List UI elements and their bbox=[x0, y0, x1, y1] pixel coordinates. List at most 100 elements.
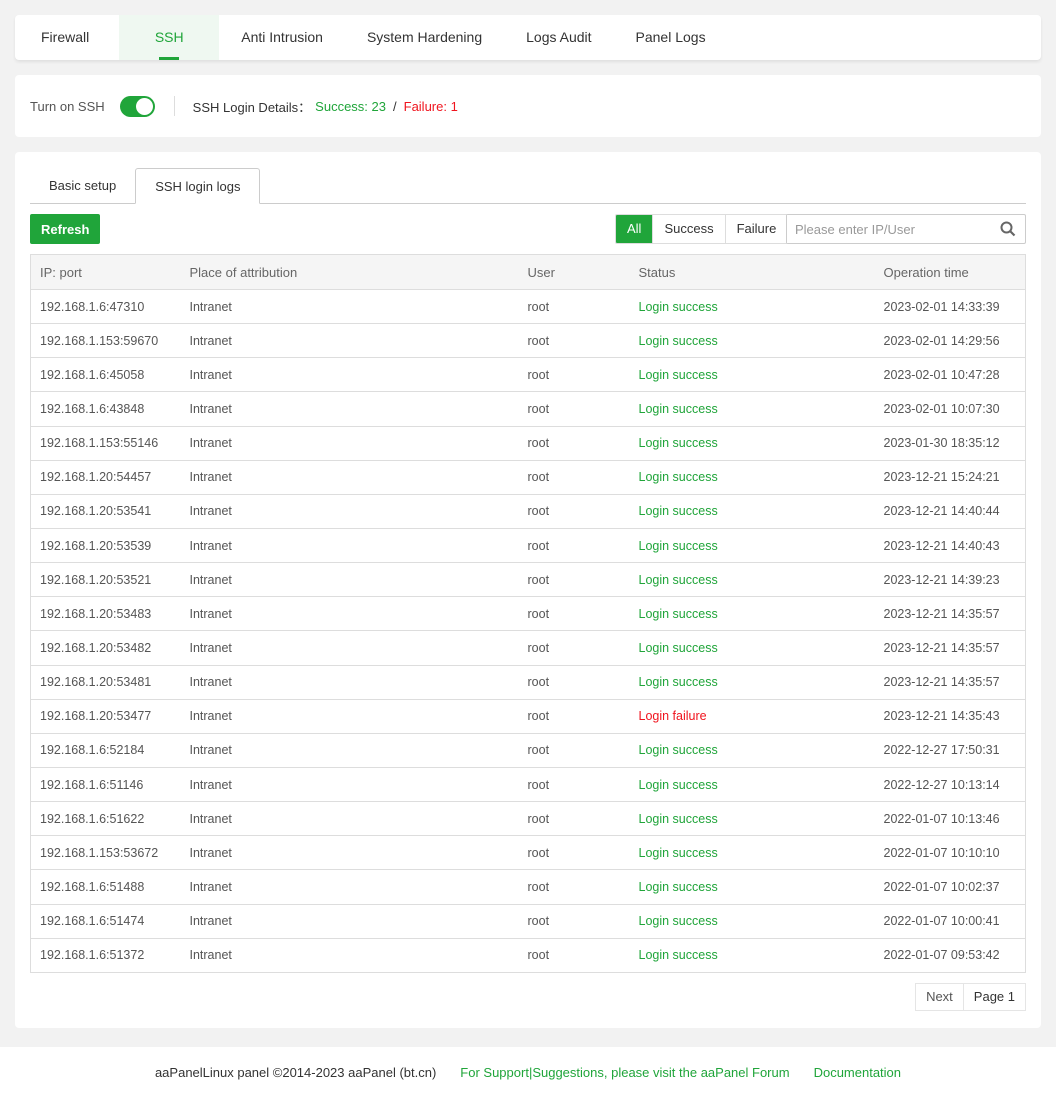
search-input[interactable] bbox=[787, 215, 987, 243]
cell-ip-port: 192.168.1.20:53539 bbox=[30, 528, 181, 564]
cell-ip-port: 192.168.1.20:54457 bbox=[30, 460, 181, 495]
cell-operation-time: 2023-12-21 14:39:23 bbox=[874, 562, 1026, 598]
cell-user: root bbox=[518, 357, 630, 393]
cell-user: root bbox=[518, 528, 630, 564]
cell-attribution: Intranet bbox=[180, 733, 519, 768]
copyright: aaPanelLinux panel ©2014-2023 aaPanel (b… bbox=[154, 1064, 437, 1080]
tab-logs-audit[interactable]: Logs Audit bbox=[526, 29, 592, 45]
table-row: 192.168.1.20:53481 Intranet root Login succ… bbox=[30, 665, 1026, 700]
divider bbox=[173, 96, 175, 116]
tab-system-hardening[interactable]: System Hardening bbox=[366, 29, 483, 45]
cell-user: root bbox=[518, 904, 630, 939]
cell-status: Login success bbox=[629, 323, 875, 359]
filter-failure[interactable]: Failure bbox=[724, 215, 788, 243]
cell-operation-time: 2023-12-21 14:35:57 bbox=[874, 665, 1026, 700]
cell-status: Login success bbox=[629, 904, 875, 939]
cell-ip-port: 192.168.1.20:53477 bbox=[30, 699, 181, 734]
cell-user: root bbox=[518, 289, 630, 325]
tab-anti-intrusion[interactable]: Anti Intrusion bbox=[241, 29, 323, 45]
cell-status: Login success bbox=[629, 801, 875, 837]
cell-status: Login success bbox=[629, 289, 875, 325]
cell-operation-time: 2022-01-07 10:10:10 bbox=[874, 835, 1026, 871]
search-icon[interactable] bbox=[1000, 221, 1016, 237]
cell-ip-port: 192.168.1.6:51622 bbox=[30, 801, 181, 837]
col-status: Status bbox=[629, 254, 875, 290]
col-ip-port: IP: port bbox=[30, 254, 181, 290]
cell-operation-time: 2023-12-21 14:40:43 bbox=[874, 528, 1026, 564]
table-row: 192.168.1.20:53521 Intranet root Login succ… bbox=[30, 562, 1026, 598]
next-page-button[interactable]: Next bbox=[926, 989, 953, 1004]
cell-ip-port: 192.168.1.6:47310 bbox=[30, 289, 181, 325]
cell-attribution: Intranet bbox=[180, 562, 519, 598]
table-row: 192.168.1.20:53483 Intranet root Login succ… bbox=[30, 596, 1026, 632]
tab-panel-logs[interactable]: Panel Logs bbox=[635, 29, 706, 45]
cell-operation-time: 2023-12-21 14:35:57 bbox=[874, 596, 1026, 632]
cell-user: root bbox=[518, 938, 630, 973]
cell-operation-time: 2023-12-21 15:24:21 bbox=[874, 460, 1026, 495]
cell-status: Login success bbox=[629, 494, 875, 529]
cell-attribution: Intranet bbox=[180, 323, 519, 359]
table-row: 192.168.1.6:51146 Intranet root Login succe… bbox=[30, 767, 1026, 803]
search-box bbox=[786, 214, 1026, 244]
cell-attribution: Intranet bbox=[180, 357, 519, 393]
table-row: 192.168.1.6:45058 Intranet root Login succe… bbox=[30, 357, 1026, 393]
cell-attribution: Intranet bbox=[180, 630, 519, 666]
col-attribution: Place of attribution bbox=[180, 254, 519, 290]
cell-attribution: Intranet bbox=[180, 494, 519, 529]
table-row: 192.168.1.153:53672 Intranet root Login suc… bbox=[30, 835, 1026, 871]
table-row: 192.168.1.20:54457 Intranet root Login succ… bbox=[30, 460, 1026, 495]
cell-operation-time: 2022-01-07 10:13:46 bbox=[874, 801, 1026, 837]
cell-operation-time: 2022-01-07 10:02:37 bbox=[874, 869, 1026, 905]
cell-attribution: Intranet bbox=[180, 938, 519, 973]
cell-attribution: Intranet bbox=[180, 835, 519, 871]
tab-ssh[interactable]: SSH bbox=[119, 15, 220, 60]
cell-ip-port: 192.168.1.20:53481 bbox=[30, 665, 181, 700]
cell-status: Login success bbox=[629, 630, 875, 666]
tab-firewall[interactable]: Firewall bbox=[41, 29, 90, 45]
cell-ip-port: 192.168.1.6:51474 bbox=[30, 904, 181, 939]
footer: aaPanelLinux panel ©2014-2023 aaPanel (b… bbox=[0, 1047, 1056, 1097]
cell-operation-time: 2022-12-27 17:50:31 bbox=[874, 733, 1026, 768]
cell-attribution: Intranet bbox=[180, 767, 519, 803]
refresh-button[interactable]: Refresh bbox=[30, 214, 101, 244]
ssh-status-bar: Turn on SSH SSH Login Details： Success: … bbox=[15, 75, 1041, 137]
cell-operation-time: 2023-12-21 14:35:57 bbox=[874, 630, 1026, 666]
cell-ip-port: 192.168.1.6:51488 bbox=[30, 869, 181, 905]
login-details-label: SSH Login Details： bbox=[192, 99, 312, 115]
cell-user: root bbox=[518, 801, 630, 837]
cell-attribution: Intranet bbox=[180, 801, 519, 837]
filter-all[interactable]: All bbox=[616, 215, 653, 243]
documentation-link[interactable]: Documentation bbox=[813, 1064, 902, 1080]
cell-ip-port: 192.168.1.20:53521 bbox=[30, 562, 181, 598]
table-row: 192.168.1.153:59670 Intranet root Login suc… bbox=[30, 323, 1026, 359]
cell-operation-time: 2023-02-01 14:29:56 bbox=[874, 323, 1026, 359]
cell-attribution: Intranet bbox=[180, 460, 519, 495]
cell-status: Login success bbox=[629, 733, 875, 768]
table-row: 192.168.1.6:51488 Intranet root Login succe… bbox=[30, 869, 1026, 905]
filter-success[interactable]: Success bbox=[652, 215, 724, 243]
cell-user: root bbox=[518, 323, 630, 359]
table-row: 192.168.1.20:53482 Intranet root Login succ… bbox=[30, 630, 1026, 666]
cell-attribution: Intranet bbox=[180, 289, 519, 325]
support-link[interactable]: For Support|Suggestions, please visit th… bbox=[460, 1064, 790, 1080]
cell-ip-port: 192.168.1.153:55146 bbox=[30, 426, 181, 461]
cell-operation-time: 2023-02-01 14:33:39 bbox=[874, 289, 1026, 325]
table-row: 192.168.1.20:53541 Intranet root Login succ… bbox=[30, 494, 1026, 529]
cell-ip-port: 192.168.1.153:59670 bbox=[30, 323, 181, 359]
ssh-toggle[interactable] bbox=[119, 95, 155, 117]
subtab-ssh-login-logs[interactable]: SSH login logs bbox=[135, 168, 261, 204]
cell-ip-port: 192.168.1.6:43848 bbox=[30, 391, 181, 427]
subtab-basic-setup[interactable]: Basic setup bbox=[49, 178, 117, 193]
cell-user: root bbox=[518, 767, 630, 803]
cell-operation-time: 2023-12-21 14:35:43 bbox=[874, 699, 1026, 734]
top-nav: Firewall SSH Anti Intrusion System Harde… bbox=[15, 15, 1041, 60]
sub-tabs: Basic setup SSH login logs bbox=[30, 168, 1026, 204]
current-page: Page 1 bbox=[962, 984, 1025, 1010]
cell-user: root bbox=[518, 835, 630, 871]
table-row: 192.168.1.6:51622 Intranet root Login succe… bbox=[30, 801, 1026, 837]
cell-ip-port: 192.168.1.153:53672 bbox=[30, 835, 181, 871]
cell-attribution: Intranet bbox=[180, 528, 519, 564]
cell-user: root bbox=[518, 733, 630, 768]
ssh-toggle-label: Turn on SSH bbox=[30, 98, 105, 114]
cell-status: Login success bbox=[629, 835, 875, 871]
